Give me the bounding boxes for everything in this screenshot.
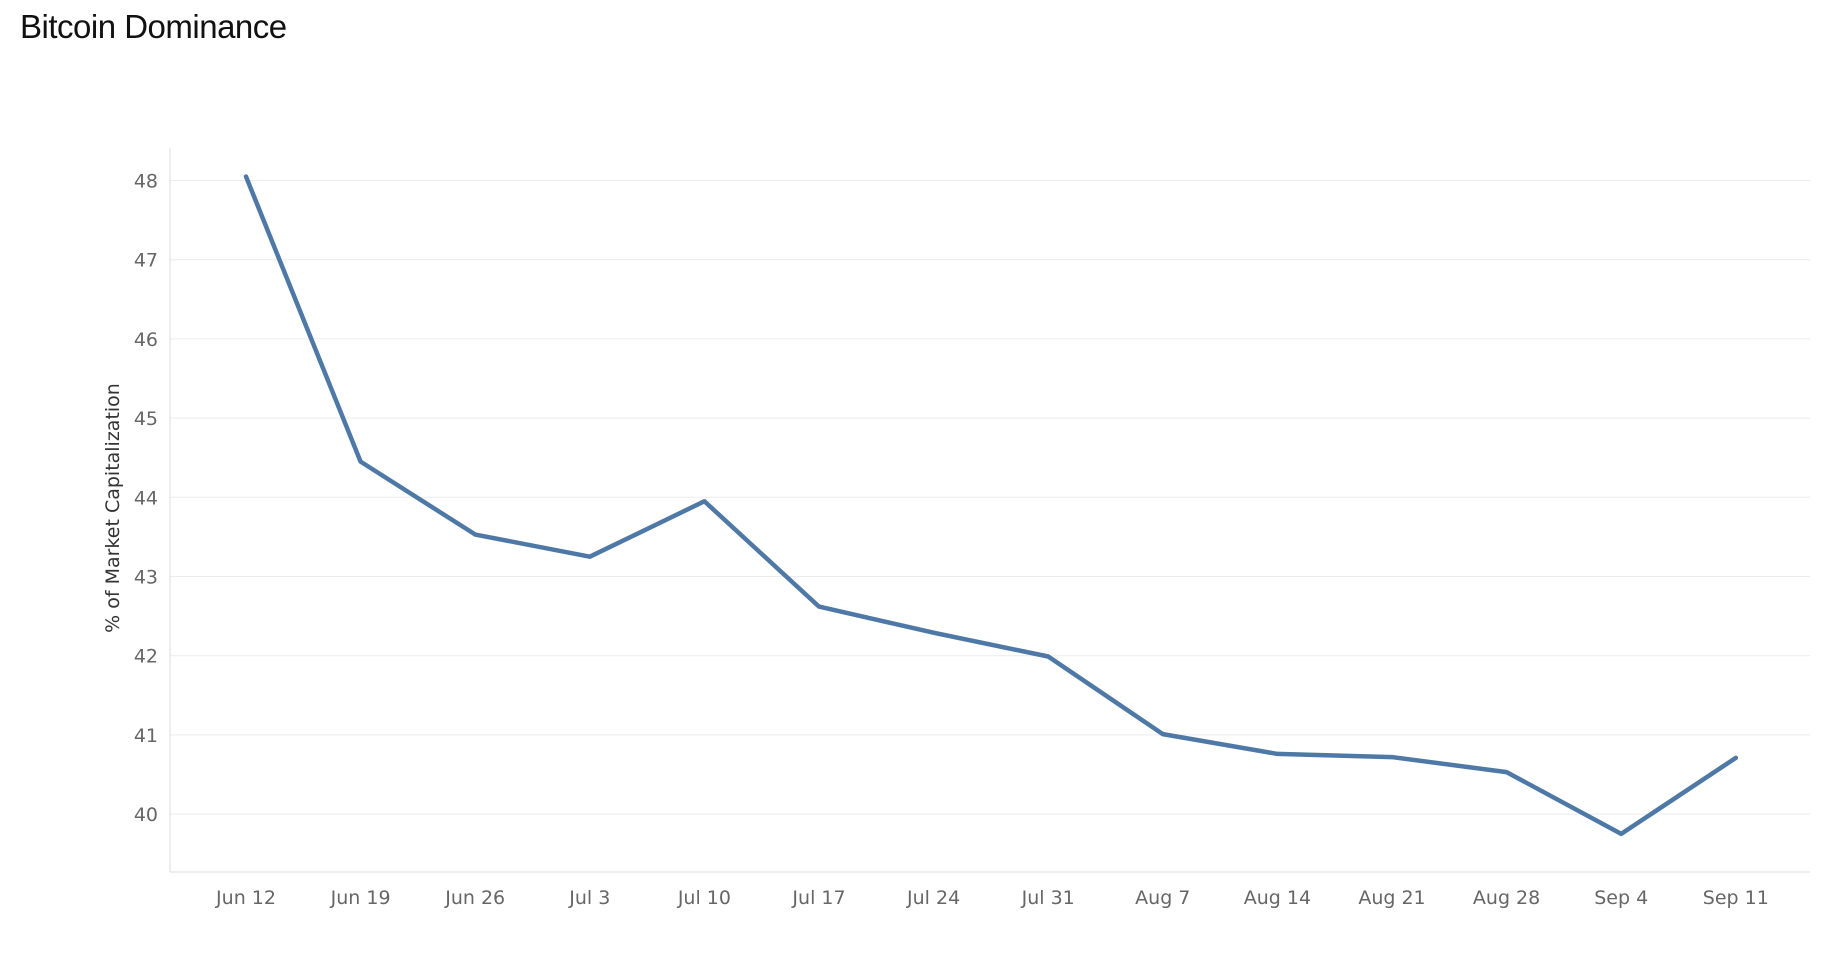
y-tick-label: 43 <box>134 567 158 589</box>
data-point[interactable] <box>355 456 367 468</box>
y-tick-labels: 40 41 42 43 44 45 46 47 48 <box>134 171 158 827</box>
x-tick-label: Aug 7 <box>1135 887 1190 909</box>
data-point[interactable] <box>1271 748 1283 760</box>
data-point[interactable] <box>240 171 252 183</box>
x-tick-label: Jun 12 <box>215 887 276 909</box>
x-tick-label: Jul 24 <box>906 887 960 909</box>
y-tick-label: 46 <box>134 329 158 351</box>
x-tick-label: Aug 21 <box>1358 887 1425 909</box>
y-tick-label: 40 <box>134 804 158 826</box>
series <box>240 171 1742 840</box>
data-point[interactable] <box>1501 766 1513 778</box>
chart-title: Bitcoin Dominance <box>20 8 287 45</box>
data-point[interactable] <box>1730 752 1742 764</box>
axes <box>169 148 1810 873</box>
data-point[interactable] <box>469 529 481 541</box>
x-tick-label: Jul 10 <box>677 887 731 909</box>
x-tick-label: Jun 26 <box>444 887 505 909</box>
x-tick-label: Jul 3 <box>568 887 610 909</box>
y-tick-label: 47 <box>134 250 158 272</box>
x-tick-label: Sep 4 <box>1594 887 1648 909</box>
y-tick-label: 45 <box>134 408 158 430</box>
x-tick-label: Jul 31 <box>1021 887 1075 909</box>
y-tick-label: 42 <box>134 646 158 668</box>
gridlines <box>170 180 1810 815</box>
data-point[interactable] <box>1615 828 1627 840</box>
data-point[interactable] <box>1386 751 1398 763</box>
x-tick-label: Jul 17 <box>791 887 845 909</box>
data-point[interactable] <box>698 495 710 507</box>
y-tick-label: 48 <box>134 171 158 193</box>
x-tick-labels: Jun 12 Jun 19 Jun 26 Jul 3 Jul 10 Jul 17 Jul 2… <box>215 887 1769 909</box>
x-tick-label: Aug 28 <box>1473 887 1540 909</box>
data-point[interactable] <box>813 601 825 613</box>
y-axis-title: % of Market Capitalization <box>102 383 124 633</box>
x-tick-label: Jun 19 <box>330 887 391 909</box>
x-tick-label: Aug 14 <box>1244 887 1311 909</box>
series-line <box>243 174 1739 837</box>
y-tick-label: 44 <box>134 487 158 509</box>
x-tick-label: Sep 11 <box>1703 887 1769 909</box>
data-point[interactable] <box>1042 650 1054 662</box>
data-point[interactable] <box>1157 728 1169 740</box>
y-tick-label: 41 <box>134 725 158 747</box>
data-point[interactable] <box>584 551 596 563</box>
data-point[interactable] <box>928 627 940 639</box>
